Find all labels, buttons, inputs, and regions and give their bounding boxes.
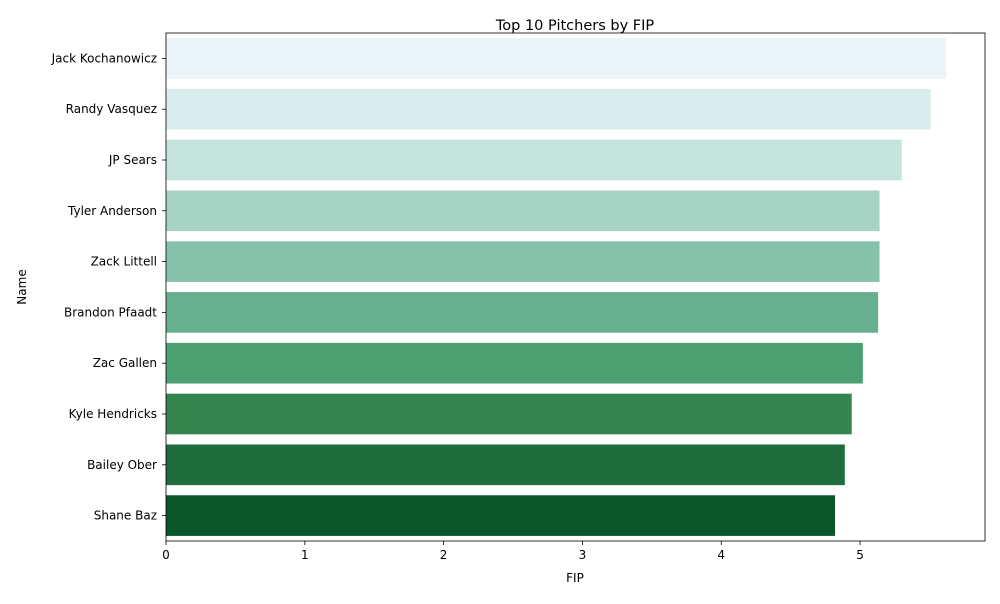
x-tick-label: 5 — [856, 548, 864, 562]
bar — [166, 241, 880, 282]
bar — [166, 292, 879, 333]
bar — [166, 88, 931, 130]
y-tick-label: Zac Gallen — [93, 356, 157, 370]
chart-title: Top 10 Pitchers by FIP — [495, 18, 654, 34]
y-tick-label: Randy Vasquez — [66, 102, 157, 116]
x-tick-label: 1 — [301, 548, 309, 562]
y-tick-label: Shane Baz — [94, 509, 157, 523]
x-axis-label: FIP — [566, 571, 584, 585]
y-tick-label: Kyle Hendricks — [69, 407, 157, 421]
y-tick-label: Bailey Ober — [87, 458, 157, 472]
x-axis-ticks: 0 1 2 3 4 5 — [162, 541, 864, 562]
bar — [166, 38, 947, 79]
bar — [166, 393, 852, 435]
bar — [166, 444, 845, 486]
y-tick-label: Zack Littell — [91, 255, 157, 269]
y-tick-label: Tyler Anderson — [67, 204, 157, 218]
bar — [166, 190, 880, 232]
bar — [166, 342, 863, 384]
bars-layer — [166, 38, 947, 536]
x-tick-label: 3 — [579, 548, 587, 562]
y-tick-label: Brandon Pfaadt — [64, 305, 157, 319]
y-axis-ticks: Jack Kochanowicz Randy Vasquez JP Sears Tyl… — [51, 51, 166, 523]
x-tick-label: 2 — [440, 548, 448, 562]
y-tick-label: Jack Kochanowicz — [51, 51, 157, 65]
x-tick-label: 4 — [717, 548, 725, 562]
y-tick-label: JP Sears — [108, 153, 157, 167]
y-axis-label: Name — [15, 269, 29, 304]
bar — [166, 495, 836, 536]
x-tick-label: 0 — [162, 548, 170, 562]
bar — [166, 139, 902, 181]
plot-frame — [165, 32, 986, 542]
